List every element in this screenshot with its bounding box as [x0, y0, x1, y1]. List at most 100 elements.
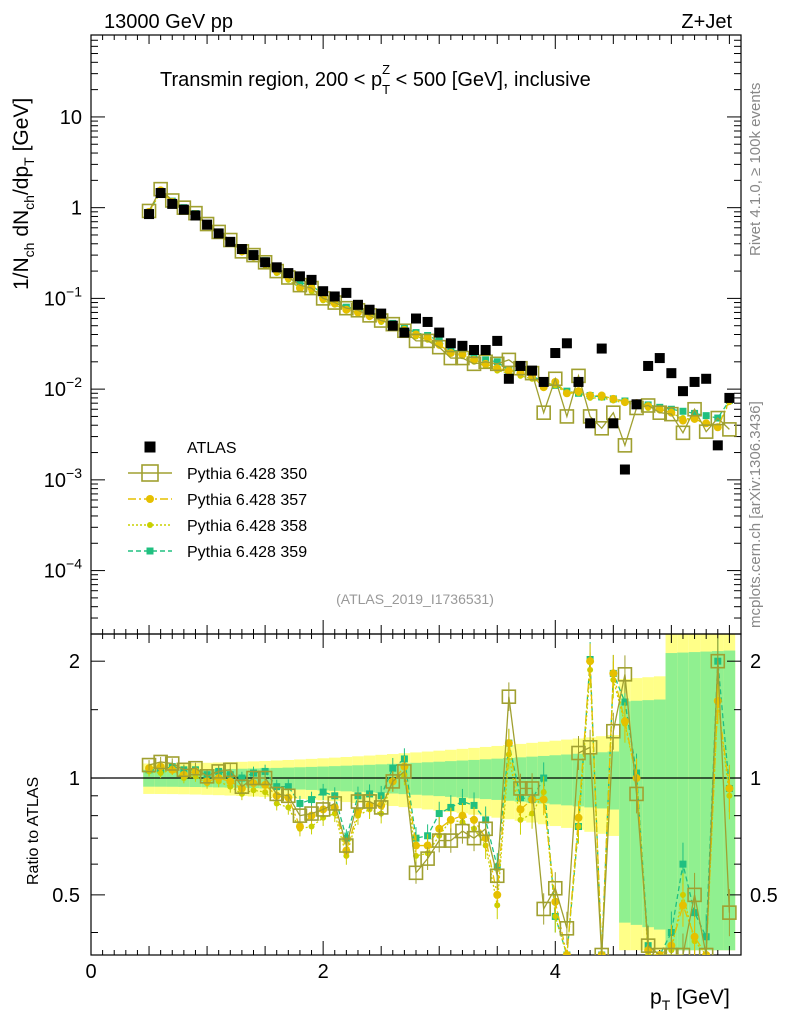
data-point	[678, 416, 687, 425]
y-axis-label-ratio: Ratio to ATLAS	[25, 777, 42, 885]
ratio-point	[458, 798, 466, 806]
ratio-point	[652, 947, 668, 955]
inner-band	[433, 761, 446, 797]
process-label: Z+Jet	[681, 11, 732, 33]
ratio-point	[350, 794, 366, 809]
inner-band	[700, 651, 712, 951]
data-point	[538, 376, 549, 387]
data-point	[199, 216, 215, 232]
ratio-point	[725, 784, 734, 793]
ratio-point	[679, 860, 687, 868]
data-point	[698, 424, 714, 439]
data-point	[722, 422, 737, 437]
data-point	[167, 198, 178, 209]
ratio-point	[620, 717, 629, 726]
legend-label: Pythia 6.428 358	[187, 518, 307, 535]
data-point	[469, 344, 480, 355]
ratio-point	[574, 813, 583, 822]
ratio-point	[308, 823, 315, 830]
series-line	[148, 190, 730, 419]
inner-band	[421, 762, 434, 796]
legend-label: Pythia 6.428 359	[187, 544, 307, 561]
data-point	[493, 358, 501, 366]
series-2	[145, 186, 734, 432]
y-tick-label: 10	[60, 107, 82, 129]
data-point	[423, 333, 432, 342]
ratio-point	[327, 796, 343, 811]
inner-band	[456, 760, 469, 798]
x-tick-label: 4	[550, 961, 561, 983]
data-point	[352, 299, 363, 310]
x-axis-label: pT [GeV]	[650, 986, 730, 1013]
legend-marker	[146, 547, 154, 555]
ratio-point	[594, 947, 610, 955]
ratio-point	[470, 815, 479, 824]
ratio-point	[423, 841, 432, 850]
data-point	[411, 313, 421, 324]
ratio-point	[269, 786, 285, 802]
ratio-tick-label-left: 2	[69, 651, 80, 673]
data-point	[573, 376, 584, 387]
legend-entry-2: Pythia 6.428 357	[128, 492, 307, 509]
inner-band	[572, 753, 585, 807]
ratio-point	[226, 777, 235, 786]
ratio-point	[435, 810, 443, 818]
axis-ticks: 10 1 10−1 10−2 10−3 10−4 0.5 0.5 1 1 2 2 0 2 4	[44, 34, 778, 983]
data-point	[515, 360, 526, 371]
ratio-point	[238, 774, 246, 782]
data-point	[574, 387, 583, 396]
data-point	[283, 268, 294, 279]
data-point	[562, 389, 571, 398]
data-point	[608, 418, 619, 429]
data-point	[596, 343, 607, 354]
ratio-point	[629, 786, 644, 802]
inner-band	[595, 752, 608, 809]
ratio-point	[606, 723, 621, 739]
ratio-point	[690, 932, 699, 941]
data-point	[341, 287, 352, 298]
inner-band	[653, 699, 666, 930]
ratio-point	[675, 947, 691, 955]
ratio-point	[176, 762, 192, 778]
ratio-tick-label-left: 1	[69, 768, 80, 790]
data-point	[480, 344, 491, 355]
series-4	[145, 187, 733, 422]
ratio-tick-label-right: 1	[750, 768, 761, 790]
inner-band	[503, 758, 515, 801]
legend-entry-4: Pythia 6.428 359	[128, 544, 307, 561]
data-point	[443, 350, 459, 366]
ratio-point	[710, 653, 726, 669]
data-point	[178, 204, 189, 215]
data-point	[643, 360, 654, 371]
data-point	[691, 409, 699, 417]
data-point	[597, 391, 606, 400]
ratio-point	[470, 801, 478, 809]
ratio-point	[524, 781, 540, 796]
data-point	[619, 464, 630, 475]
ratio-point	[188, 760, 203, 776]
main-panel-series	[141, 181, 737, 475]
legend-marker	[146, 495, 154, 503]
ratio-point	[504, 739, 513, 748]
data-point	[710, 410, 726, 426]
inner-band	[584, 753, 596, 808]
data-point	[702, 412, 710, 420]
data-point	[679, 407, 687, 415]
data-point	[701, 373, 712, 384]
inner-band	[561, 754, 573, 806]
ratio-point	[246, 770, 261, 786]
ratio-point	[211, 764, 226, 779]
inner-band	[468, 759, 480, 799]
ratio-point	[295, 822, 304, 831]
ratio-point	[713, 696, 722, 705]
data-point	[550, 348, 561, 359]
ratio-tick-label-right: 0.5	[750, 885, 778, 907]
inner-band	[619, 701, 631, 923]
y-tick-label: 10−3	[44, 465, 82, 492]
ratio-point	[157, 770, 164, 777]
data-point	[445, 338, 456, 349]
data-point	[211, 224, 226, 240]
uncertainty-bands	[143, 634, 736, 951]
data-point	[586, 391, 595, 400]
ratio-point	[466, 830, 482, 846]
